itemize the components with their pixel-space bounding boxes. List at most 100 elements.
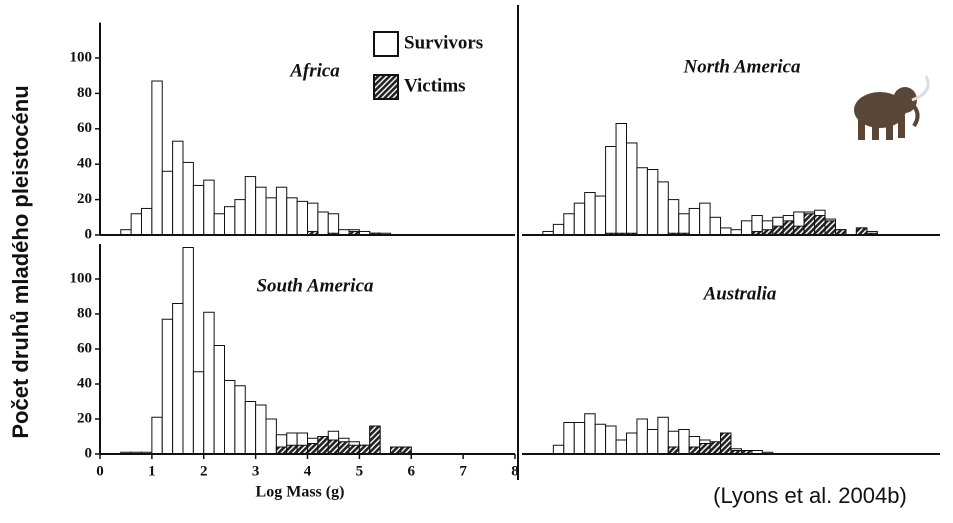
- legend-swatch: [373, 74, 399, 100]
- histogram-bar: [699, 443, 711, 455]
- y-tick-label: 100: [70, 270, 93, 286]
- histogram-bar: [678, 429, 690, 455]
- histogram-bar: [657, 181, 669, 236]
- histogram-bar: [814, 215, 826, 236]
- histogram-bar: [348, 444, 360, 455]
- histogram-bar: [161, 170, 174, 236]
- legend-label: Survivors: [404, 32, 483, 53]
- x-tick-label: 5: [356, 463, 364, 479]
- histogram-bar: [605, 146, 617, 236]
- histogram-bar: [327, 439, 340, 455]
- panel-title: North America: [683, 56, 801, 77]
- histogram-bar: [255, 404, 267, 455]
- y-tick-label: 40: [77, 375, 92, 391]
- histogram-bar: [286, 197, 298, 236]
- histogram-bar: [203, 179, 215, 236]
- x-axis-label: Log Mass (g): [256, 484, 345, 501]
- histogram-bar: [161, 318, 174, 455]
- histogram-bar: [657, 416, 669, 455]
- histogram-bar: [594, 423, 607, 455]
- legend-swatch: [373, 31, 399, 57]
- histogram-bar: [740, 220, 753, 236]
- x-tick-label: 6: [408, 463, 416, 479]
- histogram-bar: [636, 167, 648, 236]
- histogram-bar: [646, 169, 659, 236]
- histogram-bar: [172, 303, 184, 455]
- histogram-bar: [636, 418, 648, 455]
- histogram-bar: [772, 225, 784, 236]
- histogram-bar: [667, 199, 680, 236]
- histogram-bar: [855, 227, 868, 236]
- histogram-bar: [667, 446, 680, 455]
- histogram-bar: [307, 443, 319, 455]
- histogram-bar: [265, 197, 277, 236]
- y-tick-label: 100: [70, 49, 93, 65]
- histogram-bar: [626, 142, 638, 236]
- histogram-bar: [563, 422, 575, 455]
- histogram-bar: [224, 380, 236, 455]
- histogram-bar: [803, 213, 816, 236]
- histogram-bar: [213, 213, 225, 236]
- y-tick-label: 60: [77, 120, 92, 136]
- histogram-bar: [275, 186, 288, 236]
- histogram-bar: [265, 418, 277, 455]
- panel-title: Australia: [703, 283, 777, 304]
- x-tick-label: 4: [304, 463, 312, 479]
- histogram-bar: [720, 227, 732, 236]
- source: (Lyons et al. 2004b): [713, 483, 907, 508]
- histogram-bar: [552, 444, 565, 455]
- histogram-bar: [605, 425, 617, 455]
- histogram-bar: [678, 213, 690, 236]
- y-tick-label: 80: [77, 305, 92, 321]
- histogram-bar: [646, 429, 659, 455]
- histogram-bar: [400, 446, 412, 455]
- histogram-bar: [182, 161, 194, 236]
- histogram-bar: [688, 446, 701, 455]
- histogram-bar: [203, 311, 215, 455]
- histogram-bar: [224, 206, 236, 236]
- x-tick-label: 0: [96, 463, 104, 479]
- histogram-bar: [793, 225, 805, 236]
- histogram-bar: [338, 441, 350, 455]
- histogram-bar: [130, 213, 142, 236]
- legend-label: Victims: [404, 75, 466, 96]
- y-tick-label: 20: [77, 410, 92, 426]
- histogram-bar: [573, 202, 586, 236]
- histogram-bar: [244, 401, 257, 455]
- histogram-bar: [192, 371, 205, 455]
- histogram-bar: [699, 202, 711, 236]
- panel-title: South America: [256, 275, 374, 296]
- x-tick-label: 2: [200, 463, 208, 479]
- histogram-bar: [275, 446, 288, 455]
- histogram-bar: [317, 211, 329, 236]
- histogram-bar: [213, 345, 225, 455]
- y-tick-label: 0: [85, 445, 93, 461]
- histogram-bar: [824, 220, 836, 236]
- histogram-bar: [172, 140, 184, 236]
- x-tick-label: 1: [148, 463, 156, 479]
- histogram-bar: [390, 446, 402, 455]
- histogram-bar: [573, 422, 586, 455]
- histogram-bar: [296, 444, 308, 455]
- y-tick-label: 80: [77, 85, 92, 101]
- histogram-bar: [369, 425, 381, 455]
- histogram-bar: [192, 184, 205, 236]
- histogram-bar: [317, 436, 329, 455]
- histogram-bar: [286, 444, 298, 455]
- histogram-bar: [141, 207, 153, 236]
- histogram-bar: [255, 186, 267, 236]
- histogram-bar: [296, 200, 308, 236]
- histogram-bar: [234, 199, 246, 236]
- x-tick-label: 8: [511, 463, 519, 479]
- histogram-bar: [234, 385, 246, 455]
- histogram-bar: [182, 247, 194, 455]
- histogram-bar: [563, 213, 575, 236]
- histogram-bar: [584, 192, 596, 236]
- x-tick-label: 7: [459, 463, 467, 479]
- histogram-bar: [615, 439, 627, 455]
- y-axis-label: Počet druhů mladého pleistocénu: [8, 85, 33, 438]
- y-tick-label: 60: [77, 340, 92, 356]
- y-tick-label: 20: [77, 191, 92, 207]
- histogram-bar: [151, 416, 163, 455]
